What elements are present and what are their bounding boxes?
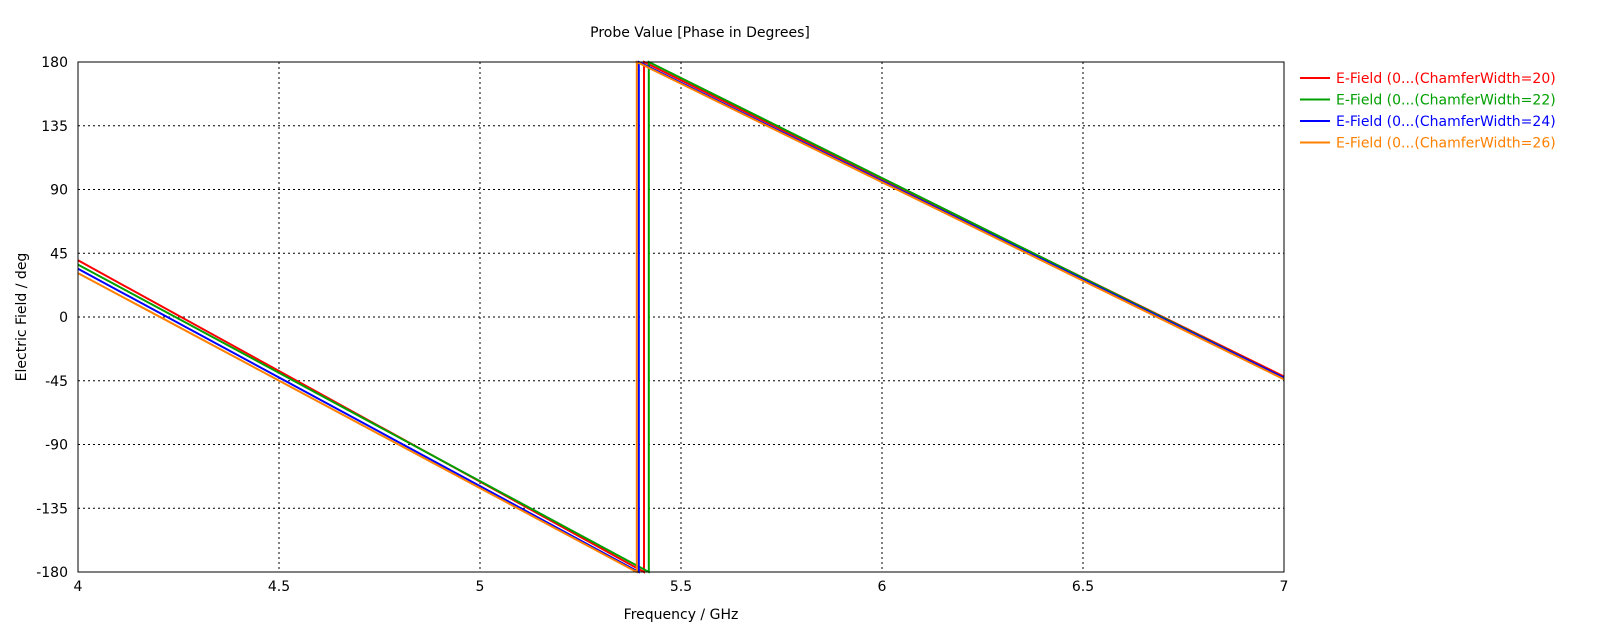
plot-frame	[77, 61, 1285, 573]
y-tick-label: 135	[41, 119, 68, 135]
legend-label: E-Field (0...(ChamferWidth=26)	[1336, 136, 1556, 152]
x-tick-label: 4.5	[268, 579, 290, 595]
legend-item: E-Field (0...(ChamferWidth=24)	[1300, 114, 1556, 130]
series-line	[77, 60, 1285, 574]
y-tick-label: -45	[45, 374, 68, 390]
legend-item: E-Field (0...(ChamferWidth=20)	[1300, 71, 1556, 87]
y-tick-label: 0	[59, 310, 68, 326]
legend: E-Field (0...(ChamferWidth=20) E-Field (0…	[1300, 71, 1556, 152]
y-tick-label: -90	[45, 438, 68, 454]
grid-lines	[78, 62, 1284, 572]
legend-label: E-Field (0...(ChamferWidth=24)	[1336, 114, 1556, 130]
legend-label: E-Field (0...(ChamferWidth=20)	[1336, 71, 1556, 87]
series-line	[77, 60, 1285, 574]
x-tick-label: 5.5	[670, 579, 692, 595]
legend-item: E-Field (0...(ChamferWidth=26)	[1300, 136, 1556, 152]
y-tick-labels: 180 135 90 45 0 -45 -90 -135 -180	[36, 55, 68, 581]
y-tick-label: 90	[50, 183, 68, 199]
x-tick-label: 6	[878, 579, 887, 595]
chart-title: Probe Value [Phase in Degrees]	[590, 25, 810, 41]
series-line	[77, 60, 1285, 574]
x-tick-label: 5	[476, 579, 485, 595]
x-axis-label: Frequency / GHz	[624, 607, 739, 623]
y-tick-label: -135	[36, 501, 68, 517]
legend-label: E-Field (0...(ChamferWidth=22)	[1336, 93, 1556, 109]
series-group	[77, 60, 1285, 574]
x-tick-label: 6.5	[1072, 579, 1094, 595]
y-axis-label: Electric Field / deg	[14, 253, 30, 382]
x-tick-labels: 4 4.5 5 5.5 6 6.5 7	[74, 579, 1289, 595]
legend-item: E-Field (0...(ChamferWidth=22)	[1300, 93, 1556, 109]
x-tick-label: 7	[1280, 579, 1289, 595]
y-tick-label: -180	[36, 565, 68, 581]
y-tick-label: 45	[50, 246, 68, 262]
y-tick-label: 180	[41, 55, 68, 71]
x-tick-label: 4	[74, 579, 83, 595]
